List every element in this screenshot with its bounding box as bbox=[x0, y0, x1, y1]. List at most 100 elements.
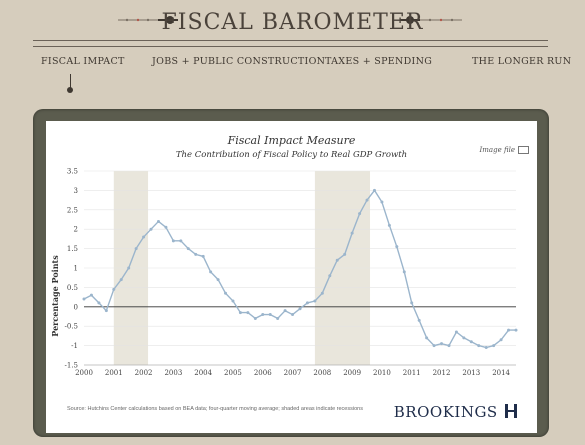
data-point bbox=[179, 239, 183, 243]
data-point bbox=[238, 311, 242, 315]
data-point bbox=[261, 313, 265, 317]
y-tick-label: -1 bbox=[71, 342, 78, 350]
data-point bbox=[425, 336, 429, 340]
data-point bbox=[276, 316, 280, 320]
ornament-knob-left bbox=[166, 16, 174, 24]
x-tick-label: 2004 bbox=[194, 369, 212, 377]
chart-subtitle: The Contribution of Fiscal Policy to Rea… bbox=[175, 150, 408, 160]
data-point bbox=[82, 297, 86, 301]
data-point bbox=[447, 344, 451, 348]
fiscal-impact-chart: 3.5 3 2.5 2 1.5 1 0.5 0 -0.5 -1 -1.5 2000 2001 2002 2… bbox=[50, 168, 518, 377]
data-point bbox=[492, 344, 496, 348]
ornament-knob-right bbox=[406, 16, 414, 24]
data-point bbox=[112, 287, 116, 291]
x-tick-label: 2000 bbox=[75, 369, 93, 377]
data-point bbox=[402, 270, 406, 274]
site-title: FISCAL BAROMETER bbox=[161, 10, 424, 35]
data-point bbox=[410, 301, 414, 305]
y-tick-label: -1.5 bbox=[65, 362, 79, 370]
x-tick-label: 2006 bbox=[254, 369, 272, 377]
data-point bbox=[119, 278, 123, 282]
data-point bbox=[469, 340, 473, 344]
data-point bbox=[253, 316, 257, 320]
data-point bbox=[499, 338, 503, 342]
data-point bbox=[216, 278, 220, 282]
series-line bbox=[83, 189, 516, 349]
y-tick-label: 2.5 bbox=[67, 206, 78, 214]
image-file-link[interactable]: Image file bbox=[480, 146, 529, 154]
data-point bbox=[201, 254, 205, 258]
y-tick-label: 3 bbox=[74, 187, 78, 195]
data-point bbox=[142, 235, 146, 239]
nav-the-longer-run[interactable]: THE LONGER RUN bbox=[472, 56, 572, 67]
ornament-dot bbox=[136, 18, 140, 22]
data-point bbox=[298, 307, 302, 311]
x-tick-label: 2010 bbox=[373, 369, 391, 377]
data-point bbox=[365, 198, 369, 202]
data-point bbox=[380, 200, 384, 204]
data-point bbox=[127, 266, 131, 270]
data-point bbox=[134, 247, 138, 251]
data-point bbox=[156, 219, 160, 223]
x-tick-label: 2005 bbox=[224, 369, 242, 377]
main-nav: FISCAL IMPACT JOBS + PUBLIC CONSTRUCTION… bbox=[0, 56, 585, 72]
nav-taxes-spending[interactable]: TAXES + SPENDING bbox=[325, 56, 433, 67]
data-point bbox=[417, 318, 421, 322]
title-row: FISCAL BAROMETER bbox=[0, 8, 585, 38]
data-point bbox=[320, 291, 324, 295]
y-tick-label: 3.5 bbox=[67, 168, 78, 176]
data-point bbox=[335, 258, 339, 262]
x-tick-label: 2014 bbox=[492, 369, 510, 377]
data-point bbox=[224, 291, 228, 295]
data-point bbox=[432, 344, 436, 348]
data-point bbox=[395, 245, 399, 249]
data-point bbox=[313, 299, 317, 303]
ornament-dot bbox=[428, 18, 432, 22]
data-point bbox=[171, 239, 175, 243]
brookings-h-icon bbox=[505, 404, 517, 418]
data-point bbox=[149, 227, 153, 231]
header: FISCAL BAROMETER FISCAL IMPACT JOBS + PU… bbox=[0, 0, 585, 100]
data-point bbox=[97, 301, 101, 305]
x-tick-label: 2009 bbox=[343, 369, 361, 377]
title-ornaments bbox=[118, 16, 462, 24]
ornament-dot bbox=[450, 18, 454, 22]
data-point bbox=[186, 247, 190, 251]
data-point bbox=[89, 293, 93, 297]
data-point bbox=[358, 212, 362, 216]
x-tick-label: 2011 bbox=[403, 369, 421, 377]
y-tick-label: -0.5 bbox=[65, 323, 79, 331]
x-tick-label: 2012 bbox=[433, 369, 451, 377]
title-rule bbox=[33, 40, 548, 47]
nav-fiscal-impact[interactable]: FISCAL IMPACT bbox=[41, 56, 125, 67]
y-axis-label: Percentage Points bbox=[50, 255, 60, 337]
x-tick-label: 2002 bbox=[135, 369, 153, 377]
data-point bbox=[387, 223, 391, 227]
x-tick-label: 2001 bbox=[105, 369, 123, 377]
chart-panel: Fiscal Impact Measure The Contribution o… bbox=[46, 121, 537, 433]
data-point bbox=[507, 328, 511, 332]
active-nav-indicator-dot bbox=[67, 87, 73, 93]
data-point bbox=[454, 330, 458, 334]
data-point bbox=[343, 252, 347, 256]
data-point bbox=[246, 311, 250, 315]
data-point bbox=[291, 313, 295, 317]
brookings-logo: BROOKINGS bbox=[394, 403, 517, 421]
y-tick-label: 0 bbox=[74, 303, 78, 311]
data-point bbox=[283, 309, 287, 313]
ornament-dot bbox=[146, 18, 150, 22]
x-tick-label: 2008 bbox=[313, 369, 331, 377]
nav-jobs-public-construction[interactable]: JOBS + PUBLIC CONSTRUCTION bbox=[152, 56, 326, 67]
chart-title: Fiscal Impact Measure bbox=[227, 134, 356, 147]
x-tick-label: 2007 bbox=[284, 369, 302, 377]
data-point bbox=[104, 309, 108, 313]
data-point bbox=[268, 313, 272, 317]
y-tick-label: 1 bbox=[74, 265, 78, 273]
data-point bbox=[484, 346, 488, 350]
data-point bbox=[194, 252, 198, 256]
image-file-label: Image file bbox=[479, 146, 515, 154]
data-point bbox=[514, 328, 518, 332]
data-point bbox=[209, 270, 213, 274]
image-icon bbox=[518, 146, 529, 154]
brand-name: BROOKINGS bbox=[393, 403, 498, 421]
